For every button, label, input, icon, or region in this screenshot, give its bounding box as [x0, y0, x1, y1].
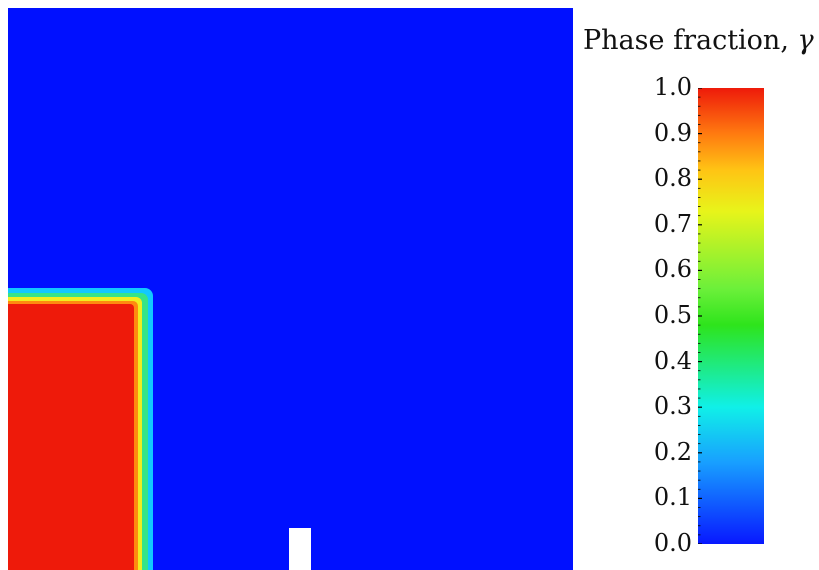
colorbar-label: 0.4 — [653, 346, 692, 375]
colorbar — [698, 88, 764, 544]
colorbar-label: 0.3 — [653, 392, 692, 421]
phase-field-plot — [8, 8, 573, 570]
colorbar-ticks — [698, 88, 702, 544]
colorbar-label: 0.0 — [653, 529, 692, 557]
colorbar-title: Phase fraction, γ — [583, 25, 814, 56]
colorbar-label: 0.2 — [653, 437, 692, 466]
gamma-symbol: γ — [797, 25, 814, 56]
colorbar-label: 0.7 — [653, 209, 692, 238]
obstacle — [289, 528, 311, 570]
colorbar-label: 0.1 — [653, 483, 692, 512]
colorbar-label: 0.9 — [653, 118, 692, 147]
colorbar-label: 1.0 — [653, 73, 692, 101]
fluid-column — [8, 304, 134, 570]
colorbar-label: 0.8 — [653, 164, 692, 193]
colorbar-label: 0.6 — [653, 255, 692, 284]
colorbar-label: 0.5 — [653, 301, 692, 329]
